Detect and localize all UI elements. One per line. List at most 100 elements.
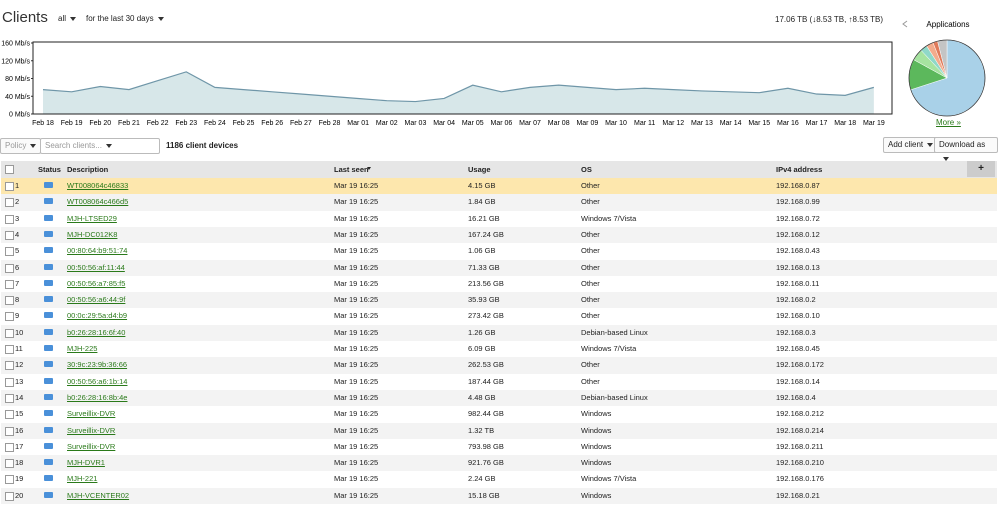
status-icon	[44, 215, 53, 221]
client-description[interactable]: 00:50:56:af:11:44	[67, 260, 125, 276]
table-row[interactable]: 20MJH-VCENTER02Mar 19 16:2515.18 GBWindo…	[1, 488, 997, 504]
last-seen: Mar 19 16:25	[334, 357, 378, 373]
client-description[interactable]: Surveillix-DVR	[67, 423, 115, 439]
client-description[interactable]: 00:0c:29:5a:d4:b9	[67, 308, 127, 324]
table-row[interactable]: 19MJH-221Mar 19 16:252.24 GBWindows 7/Vi…	[1, 471, 997, 487]
row-number: 7	[15, 276, 19, 292]
row-checkbox[interactable]	[5, 198, 14, 207]
client-description[interactable]: MJH-221	[67, 471, 97, 487]
row-checkbox[interactable]	[5, 215, 14, 224]
row-checkbox[interactable]	[5, 492, 14, 501]
client-description[interactable]: Surveillix-DVR	[67, 406, 115, 422]
row-checkbox[interactable]	[5, 312, 14, 321]
client-description[interactable]: MJH-DC012K8	[67, 227, 117, 243]
table-row[interactable]: 16Surveillix-DVRMar 19 16:251.32 TBWindo…	[1, 423, 997, 439]
download-button[interactable]: Download as	[934, 137, 998, 153]
x-tick-label: Mar 06	[491, 120, 513, 127]
search-input[interactable]: Search clients...	[40, 138, 160, 154]
client-description[interactable]: b0:26:28:16:8b:4e	[67, 390, 127, 406]
table-row[interactable]: 800:50:56:a6:44:9fMar 19 16:2535.93 GBOt…	[1, 292, 997, 308]
x-tick-label: Mar 05	[462, 120, 484, 127]
table-row[interactable]: 700:50:56:a7:85:f5Mar 19 16:25213.56 GBO…	[1, 276, 997, 292]
usage: 4.15 GB	[468, 178, 496, 194]
policy-dropdown[interactable]: Policy	[0, 138, 41, 154]
pie-prev-arrow[interactable]	[903, 21, 907, 27]
client-description[interactable]: WT008064c466d5	[67, 194, 128, 210]
row-checkbox[interactable]	[5, 264, 14, 273]
client-description[interactable]: 00:80:64:b9:51:74	[67, 243, 127, 259]
status-icon	[44, 247, 53, 253]
row-checkbox[interactable]	[5, 443, 14, 452]
ipv4-address: 192.168.0.211	[776, 439, 823, 455]
os: Windows	[581, 423, 611, 439]
client-description[interactable]: 30:9c:23:9b:36:66	[67, 357, 127, 373]
row-checkbox[interactable]	[5, 378, 14, 387]
row-checkbox[interactable]	[5, 182, 14, 191]
table-row[interactable]: 17Surveillix-DVRMar 19 16:25793.98 GBWin…	[1, 439, 997, 455]
client-description[interactable]: b0:26:28:16:6f:40	[67, 325, 125, 341]
status-icon	[44, 361, 53, 367]
last-seen: Mar 19 16:25	[334, 194, 378, 210]
table-row[interactable]: 15Surveillix-DVRMar 19 16:25982.44 GBWin…	[1, 406, 997, 422]
table-row[interactable]: 14b0:26:28:16:8b:4eMar 19 16:254.48 GBDe…	[1, 390, 997, 406]
select-all-checkbox[interactable]	[5, 165, 14, 174]
chart: 0 Mb/s40 Mb/s80 Mb/s120 Mb/s160 Mb/sFeb …	[0, 0, 998, 135]
table-row[interactable]: 2WT008064c466d5Mar 19 16:251.84 GBOther1…	[1, 194, 997, 210]
status-icon	[44, 378, 53, 384]
table-row[interactable]: 1230:9c:23:9b:36:66Mar 19 16:25262.53 GB…	[1, 357, 997, 373]
x-tick-label: Feb 28	[319, 120, 341, 127]
table-row[interactable]: 600:50:56:af:11:44Mar 19 16:2571.33 GBOt…	[1, 260, 997, 276]
table-row[interactable]: 3MJH-LTSED29Mar 19 16:2516.21 GBWindows …	[1, 211, 997, 227]
client-description[interactable]: MJH-VCENTER02	[67, 488, 129, 504]
usage: 1.26 GB	[468, 325, 496, 341]
row-number: 18	[15, 455, 23, 471]
x-tick-label: Feb 23	[175, 120, 197, 127]
row-checkbox[interactable]	[5, 231, 14, 240]
row-checkbox[interactable]	[5, 459, 14, 468]
x-tick-label: Mar 09	[576, 120, 598, 127]
row-checkbox[interactable]	[5, 394, 14, 403]
column-header: Usage	[468, 161, 491, 178]
more-link-text[interactable]: More »	[936, 118, 961, 127]
client-description[interactable]: 00:50:56:a6:1b:14	[67, 374, 127, 390]
client-description[interactable]: MJH-LTSED29	[67, 211, 117, 227]
usage: 4.48 GB	[468, 390, 496, 406]
row-checkbox[interactable]	[5, 475, 14, 484]
table-row[interactable]: 500:80:64:b9:51:74Mar 19 16:251.06 GBOth…	[1, 243, 997, 259]
pie-title: Applications	[926, 20, 969, 29]
row-checkbox[interactable]	[5, 247, 14, 256]
column-header: OS	[581, 161, 592, 178]
client-description[interactable]: MJH-DVR1	[67, 455, 105, 471]
status-icon	[44, 329, 53, 335]
table-row[interactable]: 10b0:26:28:16:6f:40Mar 19 16:251.26 GBDe…	[1, 325, 997, 341]
table-row[interactable]: 1WT008064c46833Mar 19 16:254.15 GBOther1…	[1, 178, 997, 194]
x-tick-label: Mar 14	[720, 120, 742, 127]
client-description[interactable]: MJH-225	[67, 341, 97, 357]
client-description[interactable]: 00:50:56:a7:85:f5	[67, 276, 125, 292]
more-link[interactable]: More »	[936, 118, 961, 127]
ipv4-address: 192.168.0.43	[776, 243, 820, 259]
table-row[interactable]: 1300:50:56:a6:1b:14Mar 19 16:25187.44 GB…	[1, 374, 997, 390]
row-checkbox[interactable]	[5, 410, 14, 419]
os: Windows 7/Vista	[581, 211, 636, 227]
table-row[interactable]: 4MJH-DC012K8Mar 19 16:25167.24 GBOther19…	[1, 227, 997, 243]
table-row[interactable]: 900:0c:29:5a:d4:b9Mar 19 16:25273.42 GBO…	[1, 308, 997, 324]
row-checkbox[interactable]	[5, 361, 14, 370]
client-description[interactable]: WT008064c46833	[67, 178, 128, 194]
last-seen: Mar 19 16:25	[334, 439, 378, 455]
row-checkbox[interactable]	[5, 280, 14, 289]
row-number: 10	[15, 325, 23, 341]
add-client-button[interactable]: Add client	[883, 137, 938, 153]
column-header: Status	[38, 161, 61, 178]
client-description[interactable]: Surveillix-DVR	[67, 439, 115, 455]
table-row[interactable]: 11MJH-225Mar 19 16:256.09 GBWindows 7/Vi…	[1, 341, 997, 357]
row-checkbox[interactable]	[5, 329, 14, 338]
row-checkbox[interactable]	[5, 345, 14, 354]
usage: 921.76 GB	[468, 455, 504, 471]
table-row[interactable]: 18MJH-DVR1Mar 19 16:25921.76 GBWindows19…	[1, 455, 997, 471]
row-number: 14	[15, 390, 23, 406]
client-description[interactable]: 00:50:56:a6:44:9f	[67, 292, 125, 308]
row-checkbox[interactable]	[5, 296, 14, 305]
add-column-button[interactable]: +	[967, 161, 995, 177]
row-checkbox[interactable]	[5, 427, 14, 436]
